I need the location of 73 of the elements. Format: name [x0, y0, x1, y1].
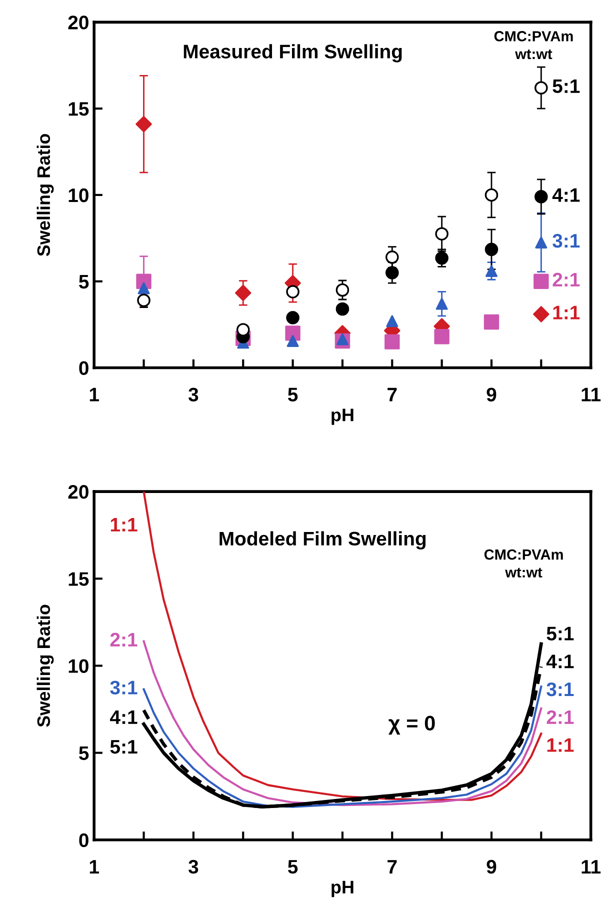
text: 3:1	[110, 680, 138, 694]
x-tick-label: 7	[388, 860, 397, 874]
series-label: 5:1	[552, 79, 580, 94]
point	[533, 306, 550, 322]
point	[285, 326, 300, 341]
x-tick-label: 1	[90, 860, 99, 874]
y-tick-label: 5	[79, 275, 89, 289]
text: 5:1	[110, 740, 138, 754]
x-tick-label: 1	[90, 388, 99, 402]
point	[336, 283, 350, 297]
y-axis-title: Swelling Ratio	[36, 604, 54, 727]
point	[136, 116, 152, 132]
point	[435, 227, 448, 240]
point	[286, 311, 300, 324]
x-tick-label: 9	[486, 860, 496, 874]
x-tick-label: 3	[188, 860, 198, 874]
point	[385, 250, 399, 264]
point	[484, 188, 498, 202]
x-tick-label: 9	[486, 388, 496, 402]
point	[384, 334, 400, 350]
point	[336, 302, 350, 316]
point	[534, 81, 548, 94]
y-tick-label: 5	[79, 746, 89, 760]
text: 2:1	[110, 632, 138, 646]
x-axis-title: pH	[332, 880, 354, 898]
legend-title: CMC:PVAm wt:wt	[484, 549, 563, 578]
point	[286, 334, 299, 347]
series-label: 3:1	[546, 682, 574, 696]
x-tick-label: 11	[582, 860, 601, 874]
point	[486, 265, 498, 277]
y-tick-label: 15	[68, 572, 89, 586]
x-tick-label: 7	[388, 388, 397, 402]
x-tick-label: 3	[188, 388, 198, 402]
series-label: 5:1	[546, 626, 574, 640]
x-tick-label: 5	[288, 860, 298, 874]
point	[484, 314, 500, 330]
series-label: 1:1	[547, 738, 574, 752]
point	[236, 323, 250, 336]
y-tick-label: 15	[68, 102, 89, 116]
series-label: 2:1	[552, 272, 580, 286]
point	[436, 298, 448, 310]
point	[385, 266, 399, 280]
point	[534, 190, 548, 204]
series-label: 4:1	[552, 188, 580, 202]
point	[535, 236, 548, 248]
point	[434, 329, 450, 344]
y-tick-label: 0	[79, 361, 88, 375]
series-label: 2:1	[546, 710, 574, 724]
line-series	[142, 686, 542, 808]
point	[138, 282, 150, 294]
text: 4:1	[110, 710, 138, 724]
legend-title: CMC:PVAm wt:wt	[494, 31, 573, 60]
y-tick-label: 20	[68, 16, 88, 30]
series-label: 1:1	[553, 306, 580, 320]
series-label: 4:1	[546, 654, 574, 668]
x-axis-title: pH	[332, 408, 354, 425]
point	[386, 315, 398, 328]
series-label: 3:1	[552, 234, 580, 248]
x-tick-label: 11	[582, 388, 601, 402]
x-tick-label: 5	[288, 388, 298, 402]
y-axis-title: Swelling Ratio	[36, 134, 54, 256]
annotation: χ = 0	[388, 716, 435, 735]
y-tick-label: 20	[68, 485, 88, 499]
y-tick-label: 0	[79, 833, 88, 848]
text: 1:1	[110, 518, 138, 532]
text: Measured Film Swelling	[184, 44, 402, 62]
point	[484, 242, 498, 256]
y-tick-label: 10	[68, 659, 88, 673]
point	[534, 274, 549, 289]
point	[235, 284, 252, 302]
text: Modeled Film Swelling	[220, 531, 426, 550]
y-tick-label: 10	[68, 188, 88, 202]
point	[286, 285, 300, 298]
